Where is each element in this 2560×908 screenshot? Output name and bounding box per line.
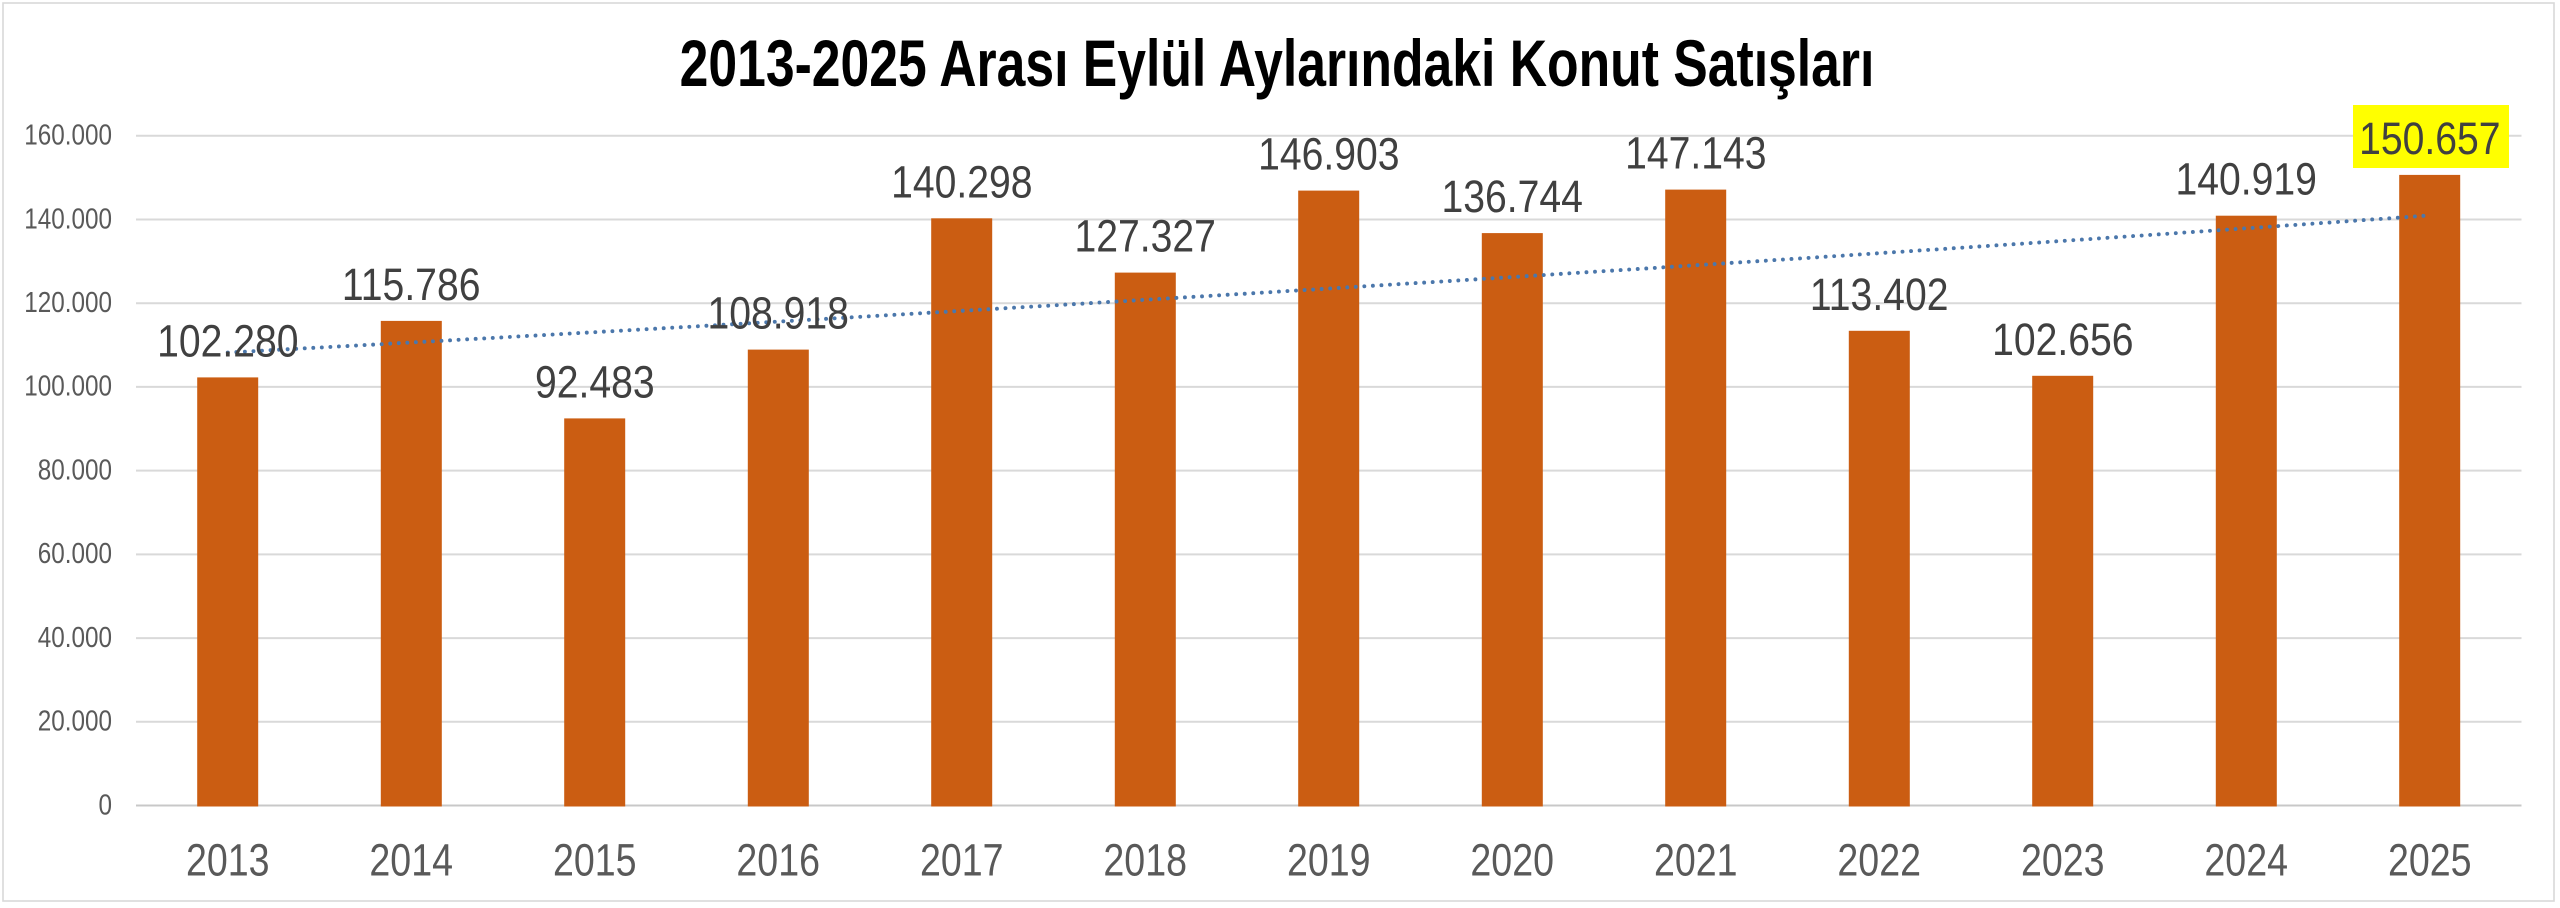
svg-text:2016: 2016 xyxy=(736,834,820,885)
svg-text:150.657: 150.657 xyxy=(2359,113,2500,163)
svg-text:20.000: 20.000 xyxy=(38,705,112,737)
svg-text:102.280: 102.280 xyxy=(157,316,298,366)
svg-text:127.327: 127.327 xyxy=(1074,211,1215,261)
svg-text:2020: 2020 xyxy=(1470,834,1554,885)
svg-text:60.000: 60.000 xyxy=(38,537,112,569)
svg-text:2013-2025 Arası Eylül Aylarınd: 2013-2025 Arası Eylül Aylarındaki Konut … xyxy=(680,26,1875,101)
svg-text:80.000: 80.000 xyxy=(38,454,112,486)
svg-text:2013: 2013 xyxy=(186,834,270,885)
svg-text:108.918: 108.918 xyxy=(707,288,848,338)
svg-text:2024: 2024 xyxy=(2204,834,2288,885)
svg-text:147.143: 147.143 xyxy=(1625,128,1766,178)
svg-text:92.483: 92.483 xyxy=(535,357,655,407)
svg-text:2017: 2017 xyxy=(920,834,1004,885)
svg-text:120.000: 120.000 xyxy=(24,286,112,318)
svg-text:2019: 2019 xyxy=(1287,834,1371,885)
svg-text:160.000: 160.000 xyxy=(24,119,112,151)
svg-text:0: 0 xyxy=(98,788,112,820)
svg-text:2015: 2015 xyxy=(553,834,637,885)
svg-text:2025: 2025 xyxy=(2388,834,2472,885)
svg-text:115.786: 115.786 xyxy=(342,259,481,309)
svg-text:140.000: 140.000 xyxy=(24,202,112,234)
svg-text:140.919: 140.919 xyxy=(2175,154,2316,204)
svg-text:140.298: 140.298 xyxy=(891,157,1032,207)
svg-text:146.903: 146.903 xyxy=(1258,129,1399,179)
svg-text:2014: 2014 xyxy=(369,834,453,885)
svg-text:2018: 2018 xyxy=(1103,834,1187,885)
svg-text:2021: 2021 xyxy=(1654,834,1738,885)
svg-text:102.656: 102.656 xyxy=(1992,314,2133,364)
svg-text:2022: 2022 xyxy=(1837,834,1921,885)
svg-text:136.744: 136.744 xyxy=(1441,172,1582,222)
svg-text:113.402: 113.402 xyxy=(1810,269,1949,319)
svg-text:40.000: 40.000 xyxy=(38,621,112,653)
svg-text:2023: 2023 xyxy=(2021,834,2105,885)
svg-text:100.000: 100.000 xyxy=(24,370,112,402)
